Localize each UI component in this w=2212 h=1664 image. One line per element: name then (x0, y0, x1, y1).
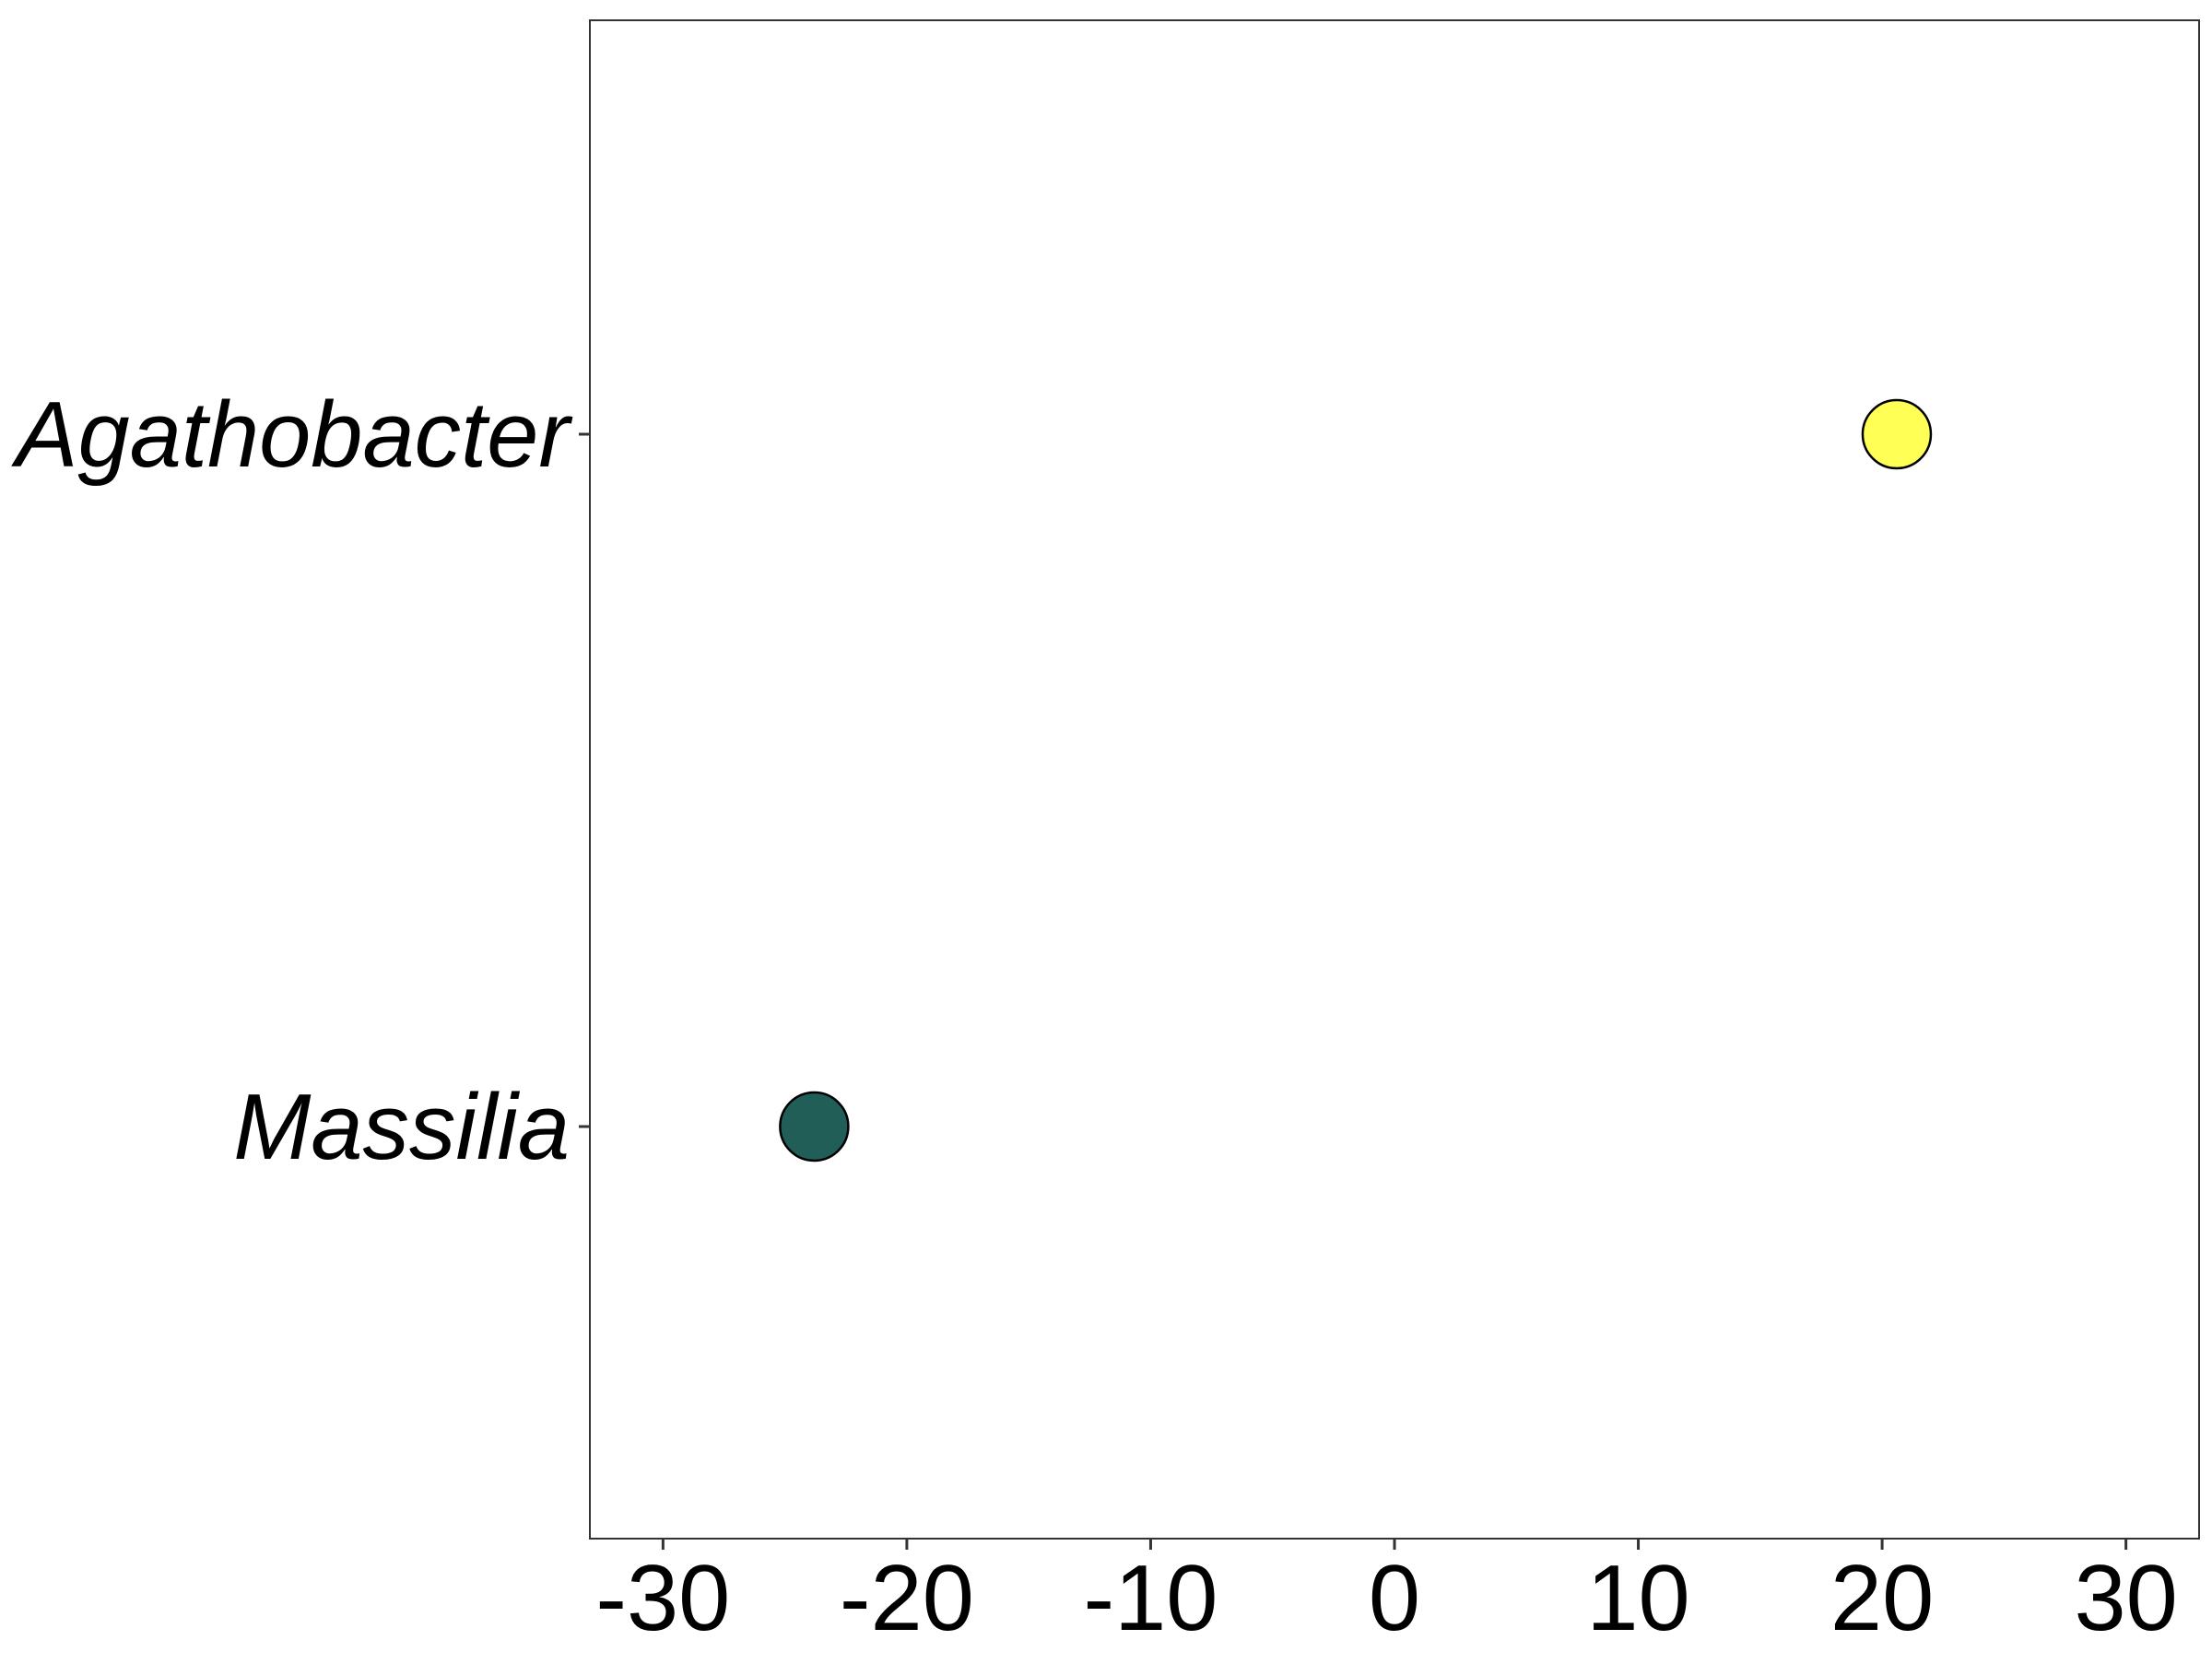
x-axis: -30 -20 -10 0 10 20 30 (595, 1539, 2178, 1650)
y-tick-label-massilia: Massilia (233, 1076, 570, 1179)
x-tick-label: 0 (1369, 1547, 1420, 1650)
x-tick-label: 10 (1586, 1547, 1689, 1650)
x-tick-label: 20 (1830, 1547, 1934, 1650)
point-agathobacter (1861, 398, 1933, 470)
plot-panel (589, 19, 2200, 1540)
point-massilia (779, 1091, 850, 1162)
x-tick-label: -10 (1083, 1547, 1218, 1650)
x-tick-label: 30 (2074, 1547, 2177, 1650)
y-tick-label-agathobacter: Agathobacter (11, 384, 573, 487)
x-tick-label: -20 (840, 1547, 974, 1650)
data-points (779, 398, 1933, 1162)
y-axis: Massilia Agathobacter (11, 384, 590, 1179)
x-tick-label: -30 (595, 1547, 730, 1650)
